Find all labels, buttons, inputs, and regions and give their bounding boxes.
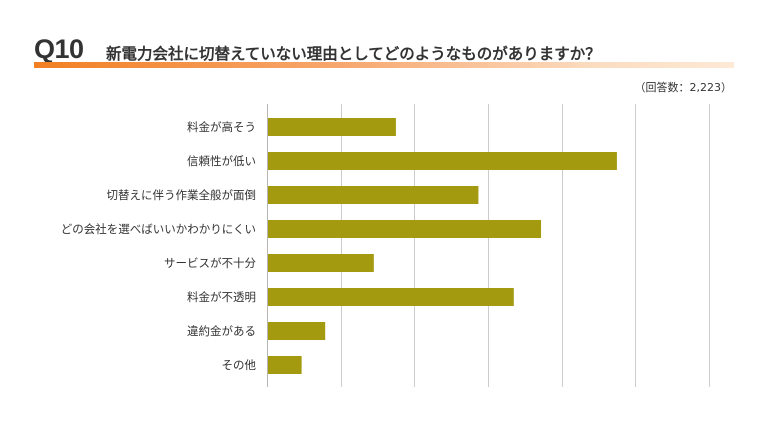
bar: [268, 322, 326, 340]
question-text: 新電力会社に切替えていない理由としてどのようなものがありますか？: [106, 45, 601, 63]
category-label: その他: [222, 358, 257, 372]
bar: [268, 356, 302, 374]
bar: [268, 220, 542, 238]
category-label: 料金が高そう: [187, 120, 256, 134]
category-label: サービスが不十分: [164, 256, 256, 270]
bar: [268, 186, 479, 204]
category-label: 違約金がある: [187, 324, 256, 338]
bar: [268, 254, 374, 272]
category-label: 切替えに伴う作業全般が面倒: [107, 188, 257, 202]
category-label: どの会社を選べばいいかわかりにくい: [61, 222, 256, 236]
question-number: Q10: [34, 34, 84, 64]
header-underline: [34, 62, 734, 68]
category-label: 信頼性が低い: [187, 154, 256, 168]
question-header: Q10 新電力会社に切替えていない理由としてどのようなものがありますか？ （回答…: [0, 0, 768, 94]
bar: [268, 288, 514, 306]
respondents-count: （回答数：2,223）: [634, 81, 733, 94]
category-label: 料金が不透明: [187, 290, 256, 304]
bar: [268, 152, 617, 170]
bar: [268, 118, 396, 136]
